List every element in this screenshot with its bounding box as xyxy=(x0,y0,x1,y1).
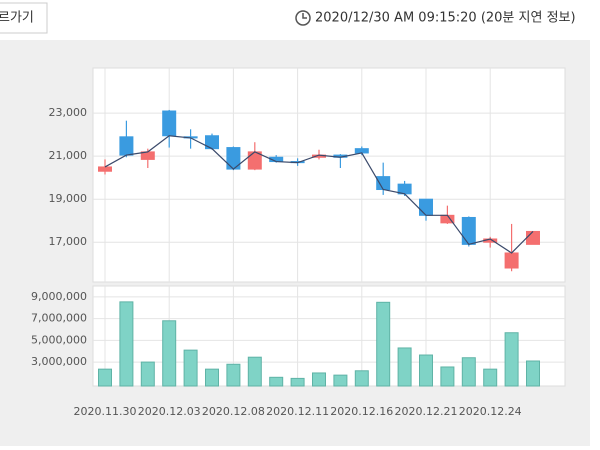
x-tick-label: 2020.12.03 xyxy=(138,405,201,418)
x-tick-label: 2020.12.16 xyxy=(330,405,393,418)
x-tick-label: 2020.12.24 xyxy=(459,405,522,418)
volume-bar xyxy=(397,347,412,387)
x-tick-label: 2020.12.21 xyxy=(395,405,458,418)
button-label[interactable]: 르가기 xyxy=(0,11,34,26)
link-button[interactable] xyxy=(0,2,48,34)
candle-body xyxy=(376,176,391,191)
volume-bar xyxy=(226,363,241,387)
clock-icon xyxy=(295,10,311,26)
x-tick-label: 2020.12.08 xyxy=(202,405,265,418)
candle-body xyxy=(504,252,519,269)
volume-bar xyxy=(247,356,262,387)
x-tick-label: 2020.12.11 xyxy=(266,405,329,418)
y-tick-label: 17,000 xyxy=(49,235,88,248)
volume-bar xyxy=(483,368,498,387)
volume-bar xyxy=(312,372,326,387)
volume-bar xyxy=(205,368,219,387)
timestamp: 2020/12/30 AM 09:15:20 (20분 지연 정보) xyxy=(315,11,576,26)
volume-bar xyxy=(183,349,198,387)
y-tick-label: 7,000,000 xyxy=(31,312,87,325)
candle-body xyxy=(98,166,112,172)
volume-bar xyxy=(504,332,519,387)
close-line xyxy=(104,135,534,254)
y-tick-label: 9,000,000 xyxy=(31,290,87,303)
volume-bar xyxy=(269,376,284,387)
candle-body xyxy=(162,110,177,137)
candle-body xyxy=(119,136,134,156)
x-tick-label: 2020.11.30 xyxy=(74,405,137,418)
volume-bar xyxy=(333,374,348,387)
volume-bar xyxy=(419,354,433,387)
volume-bar xyxy=(119,301,134,387)
y-tick-label: 3,000,000 xyxy=(31,355,87,368)
candle-body xyxy=(354,148,369,154)
price-plot xyxy=(92,67,566,283)
y-tick-label: 21,000 xyxy=(49,149,88,162)
candle-body xyxy=(526,230,540,245)
volume-bar xyxy=(98,368,112,387)
candle-body xyxy=(461,216,476,245)
volume-bar xyxy=(290,377,305,387)
clock-hands xyxy=(302,13,307,19)
candle-body xyxy=(419,198,433,216)
volume-bar xyxy=(162,320,177,387)
y-tick-label: 5,000,000 xyxy=(31,333,87,346)
volume-bar xyxy=(526,360,540,387)
volume-bar xyxy=(461,357,476,387)
y-tick-label: 19,000 xyxy=(49,192,88,205)
y-tick-label: 23,000 xyxy=(49,106,88,119)
volume-bar xyxy=(140,361,155,387)
volume-bar xyxy=(376,301,391,387)
volume-bar xyxy=(354,370,369,387)
volume-bar xyxy=(440,366,455,387)
